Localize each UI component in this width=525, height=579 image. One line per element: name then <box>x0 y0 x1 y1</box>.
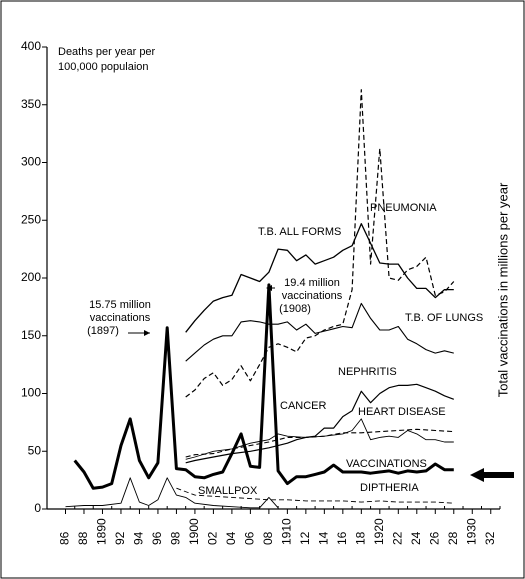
x-tick-label: 92 <box>113 531 127 545</box>
series-line <box>73 283 454 490</box>
y-tick-label: 150 <box>21 328 41 342</box>
annotation: 15.75 million <box>89 299 151 311</box>
x-tick-label: 98 <box>169 531 183 545</box>
annotation-arrow-head <box>144 330 150 336</box>
series-label: T.B. ALL FORMS <box>258 226 341 238</box>
series-line <box>185 383 455 464</box>
series-label: T.B. OF LUNGS <box>405 312 483 324</box>
annotation: (1897) <box>87 325 119 337</box>
x-tick-label: 06 <box>243 531 257 545</box>
series-label: NEPHRITIS <box>338 366 397 378</box>
series-line <box>185 89 455 398</box>
y-axis-label: 100,000 populaion <box>58 61 149 73</box>
y-tick-label: 0 <box>34 501 41 515</box>
x-tick-label: 94 <box>132 531 146 545</box>
series-line <box>185 223 454 333</box>
x-tick-label: 96 <box>150 531 164 545</box>
x-tick-label: 1900 <box>187 518 201 545</box>
series-line <box>185 302 454 362</box>
series-label: DIPTHERIA <box>360 482 419 494</box>
x-tick-label: 1930 <box>464 518 478 545</box>
y-tick-label: 400 <box>21 39 41 53</box>
annotation: 19.4 million <box>284 277 340 289</box>
vaccination-arrow <box>470 468 514 482</box>
x-tick-label: 88 <box>76 531 90 545</box>
x-tick-label: 24 <box>409 531 423 545</box>
x-tick-label: 22 <box>390 531 404 545</box>
series-label: PNEUMONIA <box>370 202 437 214</box>
x-tick-label: 1890 <box>95 518 109 545</box>
x-tick-label: 02 <box>206 531 220 545</box>
x-tick-label: 28 <box>446 531 460 545</box>
y-tick-label: 250 <box>21 212 41 226</box>
annotation: vaccinations <box>282 290 343 302</box>
series-label: VACCINATIONS <box>346 458 427 470</box>
series-label: CANCER <box>280 400 327 412</box>
y-tick-label: 50 <box>28 443 42 457</box>
y-tick-label: 200 <box>21 270 41 284</box>
x-tick-label: 04 <box>224 531 238 545</box>
x-tick-label: 14 <box>317 531 331 545</box>
x-tick-label: 08 <box>261 531 275 545</box>
y-tick-label: 100 <box>21 386 41 400</box>
x-tick-label: 26 <box>427 531 441 545</box>
annotation: (1908) <box>279 303 311 315</box>
series-line <box>65 477 279 509</box>
series-line <box>176 487 454 504</box>
x-tick-label: 1920 <box>372 518 386 545</box>
x-tick-label: 16 <box>335 531 349 545</box>
annotation: vaccinations <box>90 312 151 324</box>
x-tick-label: 18 <box>353 531 367 545</box>
x-tick-label: 32 <box>483 531 497 545</box>
y2-axis-label: Total vaccinations in millions per year <box>495 182 510 397</box>
x-tick-label: 86 <box>58 531 72 545</box>
y-axis-label: Deaths per year per <box>58 46 156 58</box>
x-tick-label: 1910 <box>280 518 294 545</box>
series-label: SMALLPOX <box>198 485 258 497</box>
x-tick-label: 12 <box>298 531 312 545</box>
series-label: HEART DISEASE <box>358 406 446 418</box>
y-tick-label: 300 <box>21 155 41 169</box>
y-tick-label: 350 <box>21 97 41 111</box>
